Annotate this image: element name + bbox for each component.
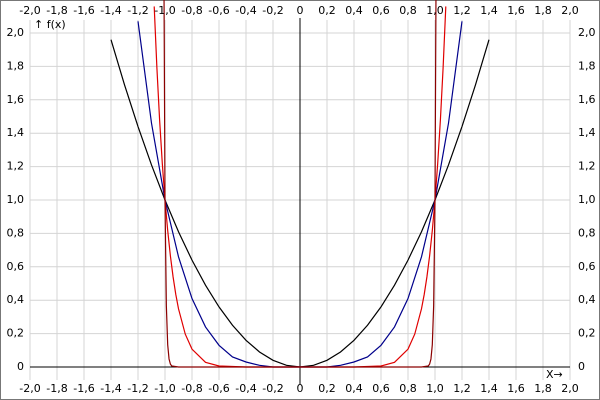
x-tick-label: -0,8 <box>181 4 202 17</box>
x-tick-label: -1,6 <box>73 4 94 17</box>
x-tick-label: 2,0 <box>561 382 579 395</box>
x-tick-label: -1,8 <box>46 4 67 17</box>
x-tick-label: 0,6 <box>372 382 390 395</box>
y-tick-label: 1,6 <box>7 93 25 106</box>
y-tick-label: 0,8 <box>578 226 596 239</box>
x-tick-label: 0 <box>297 4 304 17</box>
y-tick-label: 1,4 <box>7 126 25 139</box>
x-tick-label: 1,4 <box>480 382 498 395</box>
x-tick-label: -2,0 <box>19 382 40 395</box>
y-tick-label: 1,4 <box>578 126 596 139</box>
x-tick-label: 0,8 <box>399 4 417 17</box>
x-tick-label: -1,0 <box>154 382 175 395</box>
x-tick-label: 1,2 <box>453 4 471 17</box>
x-tick-label: -1,8 <box>46 382 67 395</box>
curve <box>163 0 437 368</box>
x-tick-label: 0,2 <box>318 382 336 395</box>
y-tick-label: 0,6 <box>7 260 25 273</box>
y-tick-label: 1,2 <box>7 160 25 173</box>
x-tick-label: -0,4 <box>235 4 256 17</box>
x-axis-label: X→ <box>546 368 563 381</box>
x-tick-label: 0,6 <box>372 4 390 17</box>
y-tick-label: 0,4 <box>578 293 596 306</box>
y-tick-label: 1,6 <box>578 93 596 106</box>
x-tick-label: 0,2 <box>318 4 336 17</box>
x-tick-label: 0 <box>297 382 304 395</box>
y-tick-label: 0 <box>578 360 585 373</box>
y-tick-label: 0 <box>17 360 24 373</box>
x-tick-label: -1,4 <box>100 382 121 395</box>
x-tick-label: 1,2 <box>453 382 471 395</box>
y-tick-label: 0,4 <box>7 293 25 306</box>
y-tick-label: 0,2 <box>7 327 25 340</box>
x-tick-label: 1,6 <box>507 4 525 17</box>
x-tick-label: -1,2 <box>127 4 148 17</box>
y-tick-label: 2,0 <box>578 26 596 39</box>
x-tick-label: -1,2 <box>127 382 148 395</box>
y-tick-label: 1,8 <box>7 59 25 72</box>
y-tick-label: 2,0 <box>7 26 25 39</box>
x-tick-label: -0,4 <box>235 382 256 395</box>
x-tick-label: 0,4 <box>345 382 363 395</box>
y-tick-label: 1,0 <box>7 193 25 206</box>
x-tick-label: 1,0 <box>426 4 444 17</box>
x-tick-label: 2,0 <box>561 4 579 17</box>
x-tick-label: 1,8 <box>534 4 552 17</box>
x-tick-label: -0,2 <box>262 4 283 17</box>
y-tick-label: 1,0 <box>578 193 596 206</box>
y-axis-label: ↑ f(x) <box>34 18 66 31</box>
x-tick-label: 1,4 <box>480 4 498 17</box>
x-tick-label: 0,4 <box>345 4 363 17</box>
x-tick-label: 1,8 <box>534 382 552 395</box>
x-tick-label: -1,0 <box>154 4 175 17</box>
y-tick-label: 0,2 <box>578 327 596 340</box>
y-tick-label: 0,8 <box>7 226 25 239</box>
x-tick-label: 1,6 <box>507 382 525 395</box>
x-tick-label: -1,4 <box>100 4 121 17</box>
x-tick-label: -0,8 <box>181 382 202 395</box>
x-tick-label: -1,6 <box>73 382 94 395</box>
y-tick-label: 0,6 <box>578 260 596 273</box>
y-tick-label: 1,8 <box>578 59 596 72</box>
x-tick-label: -0,6 <box>208 4 229 17</box>
x-tick-label: -2,0 <box>19 4 40 17</box>
x-tick-label: -0,2 <box>262 382 283 395</box>
x-tick-label: 0,8 <box>399 382 417 395</box>
x-tick-label: 1,0 <box>426 382 444 395</box>
y-tick-label: 1,2 <box>578 160 596 173</box>
x-tick-label: -0,6 <box>208 382 229 395</box>
